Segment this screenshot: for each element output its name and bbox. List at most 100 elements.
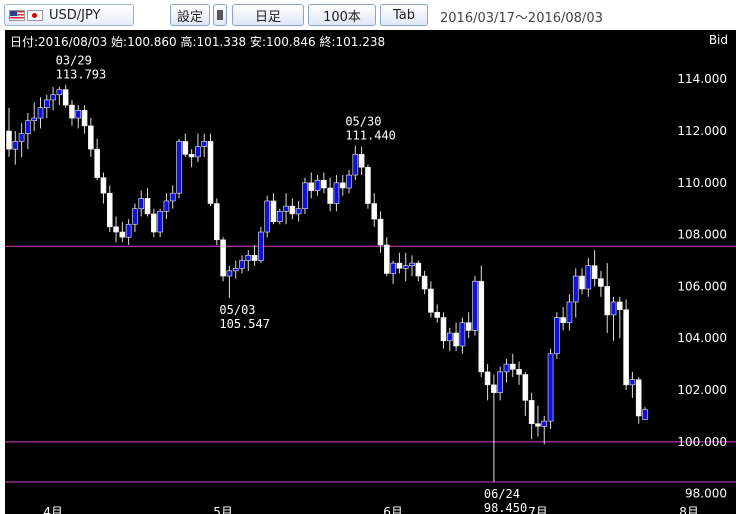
chart-type-button[interactable] xyxy=(213,4,227,26)
candle-body xyxy=(201,141,208,147)
chart-canvas: 114.000 112.000 110.000 108.000 106.000 104.0… xyxy=(5,54,736,514)
candle-76 xyxy=(484,364,491,401)
candle-body xyxy=(264,200,270,233)
candle-25 xyxy=(163,193,170,220)
candle-98 xyxy=(623,299,629,391)
candle-body xyxy=(352,154,359,176)
candle-body xyxy=(629,379,636,386)
candle-30 xyxy=(195,133,201,163)
candle-5 xyxy=(37,97,44,129)
candle-body xyxy=(642,409,648,420)
toolbar: USD/JPY 設定 日足 100本 Tab 2016/03/17～2016/0… xyxy=(0,0,736,30)
candle-body xyxy=(6,130,12,150)
candle-24 xyxy=(157,208,163,238)
candle-body xyxy=(390,262,396,274)
candle-81 xyxy=(516,361,522,385)
candle-91 xyxy=(579,268,585,295)
candle-body xyxy=(339,182,346,189)
candle-66 xyxy=(421,270,428,295)
candle-56 xyxy=(358,146,365,176)
candle-50 xyxy=(321,172,327,194)
candle-88 xyxy=(560,307,566,331)
candle-body xyxy=(75,109,82,119)
candle-89 xyxy=(566,294,573,331)
candle-body xyxy=(113,226,119,233)
candle-1 xyxy=(12,131,19,165)
candle-body xyxy=(560,317,566,323)
candle-body xyxy=(604,286,611,316)
x-month-label: 5月 xyxy=(213,505,233,514)
candle-96 xyxy=(610,296,617,341)
candle-body xyxy=(125,223,132,238)
candle-body xyxy=(232,267,239,272)
y-tick-label: 106.000 xyxy=(677,279,727,293)
candle-22 xyxy=(144,188,151,217)
candle-body xyxy=(428,288,434,313)
candle-8 xyxy=(56,86,63,106)
y-tick-label: 114.000 xyxy=(677,72,727,86)
timeframe-button[interactable]: 日足 xyxy=(232,4,304,26)
candle-14 xyxy=(94,138,100,181)
candlestick-chart[interactable]: 日付:2016/08/03 始:100.860 高:101.338 安:100.… xyxy=(5,30,736,514)
candle-body xyxy=(62,89,69,106)
candle-body xyxy=(258,231,264,261)
candle-75 xyxy=(478,265,485,378)
bar-count-button[interactable]: 100本 xyxy=(308,4,376,26)
y-tick-label: 100.000 xyxy=(677,435,727,449)
candle-23 xyxy=(151,208,157,238)
annotation-price: 98.450 xyxy=(484,501,527,514)
candle-body xyxy=(377,218,384,246)
candle-4 xyxy=(31,102,37,132)
candle-73 xyxy=(465,312,472,339)
candle-body xyxy=(509,363,516,370)
candle-12 xyxy=(81,105,88,134)
candle-71 xyxy=(453,322,459,352)
candle-body xyxy=(18,133,25,142)
tab-button[interactable]: Tab xyxy=(380,4,428,26)
candle-18 xyxy=(119,221,126,243)
candle-72 xyxy=(459,317,466,354)
candle-body xyxy=(459,322,466,347)
candle-17 xyxy=(113,216,119,243)
settings-button[interactable]: 設定 xyxy=(170,4,210,26)
candle-body xyxy=(88,125,94,150)
price-type-label: Bid xyxy=(708,33,728,47)
candle-33 xyxy=(214,198,220,245)
candle-body xyxy=(138,198,145,210)
candle-body xyxy=(283,205,289,212)
candle-body xyxy=(163,200,170,212)
candle-body xyxy=(12,141,19,150)
candle-body xyxy=(541,420,548,427)
candle-body xyxy=(182,141,189,155)
candle-body xyxy=(251,255,258,261)
candle-32 xyxy=(207,133,214,207)
candle-49 xyxy=(314,175,321,196)
candle-44 xyxy=(283,193,289,225)
candle-39 xyxy=(251,244,258,266)
candle-69 xyxy=(440,312,447,349)
currency-pair-select[interactable]: USD/JPY xyxy=(4,4,134,26)
candle-body xyxy=(591,265,598,279)
candle-82 xyxy=(522,371,529,416)
candle-68 xyxy=(434,304,440,323)
candle-body xyxy=(157,211,163,233)
candle-94 xyxy=(598,270,604,297)
candle-body xyxy=(572,275,579,303)
candle-body xyxy=(239,260,245,269)
candle-41 xyxy=(264,195,270,238)
candle-7 xyxy=(50,86,56,111)
candle-2 xyxy=(18,123,25,157)
candle-body xyxy=(635,379,642,417)
candle-95 xyxy=(604,263,611,334)
candle-body xyxy=(579,275,585,290)
candle-58 xyxy=(371,193,378,227)
candle-59 xyxy=(377,211,384,253)
candle-body xyxy=(434,312,440,318)
candle-body xyxy=(535,423,541,427)
candle-body xyxy=(623,309,629,386)
y-tick-label: 112.000 xyxy=(677,124,727,138)
candle-62 xyxy=(396,252,403,274)
candle-97 xyxy=(617,296,623,339)
candle-11 xyxy=(75,105,82,129)
